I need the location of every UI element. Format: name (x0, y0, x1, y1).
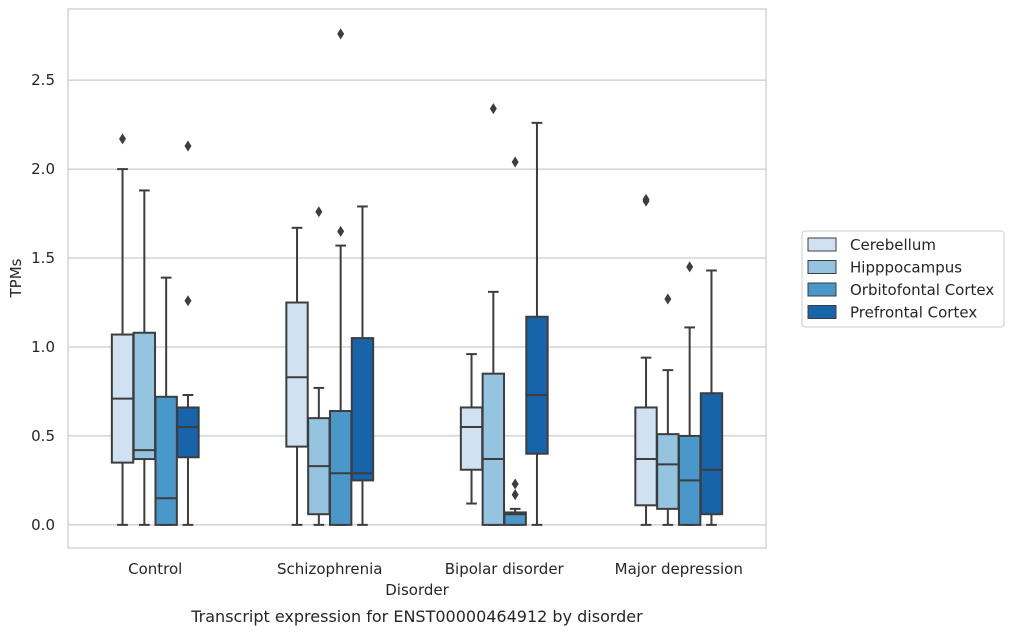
box-hipppocampus (307, 206, 331, 526)
outlier-point (686, 261, 694, 273)
outlier-point (315, 206, 323, 218)
legend-label: Prefrontal Cortex (850, 304, 977, 322)
box-orbitofontal-cortex (677, 261, 702, 526)
box-prefrontal-cortex (525, 121, 549, 526)
y-tick-label: 2.0 (31, 160, 55, 178)
legend-label: Cerebellum (850, 236, 936, 254)
x-tick-label: Schizophrenia (277, 560, 382, 578)
box-body (328, 410, 353, 526)
outlier-point (511, 156, 519, 168)
box-orbitofontal-cortex (328, 28, 353, 526)
box-body (634, 406, 658, 507)
outlier-point (119, 133, 127, 145)
legend-swatch (807, 237, 837, 252)
box-cerebellum (459, 353, 484, 505)
outlier-point (664, 293, 672, 305)
x-tick-label: Major depression (615, 560, 743, 578)
outlier-point (489, 103, 497, 115)
box-plot-area (110, 28, 724, 526)
x-tick-label: Bipolar disorder (445, 560, 565, 578)
outlier-point (511, 478, 519, 490)
y-tick-label: 1.5 (31, 249, 55, 267)
legend-swatch (807, 260, 837, 274)
outlier-point (337, 28, 345, 40)
x-axis-label: Disorder (385, 581, 449, 599)
box-hipppocampus (481, 103, 506, 526)
legend-label: Hipppocampus (850, 259, 962, 277)
y-tick-label: 2.5 (31, 71, 55, 89)
outlier-point (337, 225, 345, 237)
box-cerebellum (285, 226, 309, 526)
y-tick-label: 0.0 (31, 516, 55, 534)
box-prefrontal-cortex (699, 269, 724, 526)
legend-swatch (807, 305, 837, 319)
box-body (503, 511, 527, 526)
legend-frame (801, 230, 1005, 328)
box-body (176, 406, 200, 459)
plot-frame (67, 8, 767, 549)
box-hipppocampus (656, 293, 680, 526)
box-body (154, 395, 178, 526)
x-axis-ticks: Control Schizophrenia Bipolar disorder Majo… (128, 560, 743, 578)
legend-swatch (807, 282, 837, 297)
y-tick-label: 1.0 (31, 338, 55, 356)
y-tick-label: 0.5 (31, 427, 55, 445)
legend-label: Orbitofontal Cortex (850, 281, 994, 299)
box-hipppocampus (132, 189, 157, 526)
outlier-point (184, 140, 192, 152)
y-axis-ticks: 0.0 0.5 1.0 1.5 2.0 2.5 (31, 71, 55, 534)
box-body (699, 392, 724, 516)
outlier-point (642, 193, 650, 205)
box-body (481, 372, 506, 526)
box-body (285, 301, 309, 448)
box-prefrontal-cortex (176, 140, 200, 526)
y-axis-label: TPMs (7, 258, 25, 298)
box-body (132, 331, 157, 461)
outlier-point (184, 295, 192, 307)
box-orbitofontal-cortex (154, 276, 178, 526)
legend: Cerebellum Hipppocampus Orbitofontal Corte… (801, 230, 1005, 328)
outlier-point (511, 489, 519, 501)
box-prefrontal-cortex (350, 205, 375, 526)
box-body (525, 315, 549, 455)
x-tick-label: Control (128, 560, 182, 578)
box-body (350, 337, 375, 482)
box-orbitofontal-cortex (503, 156, 527, 526)
box-body (656, 433, 680, 510)
box-body (459, 406, 484, 471)
box-cerebellum (634, 193, 658, 526)
box-cerebellum (110, 133, 135, 526)
chart-caption: Transcript expression for ENST0000046491… (190, 607, 643, 626)
